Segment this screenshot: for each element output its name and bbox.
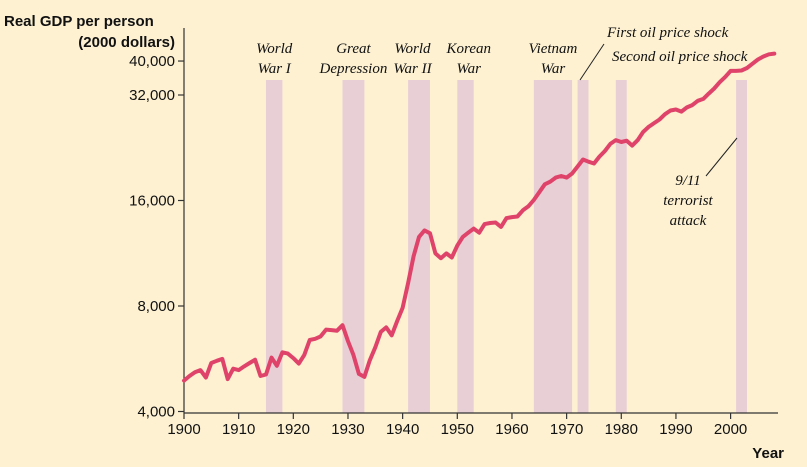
label-vietnam-war: Vietnam [529,41,578,57]
label-world-war-2: World [394,41,431,57]
y-axis-label-line-1: Real GDP per person [4,13,154,30]
event-band [457,80,474,413]
axes [183,28,778,414]
event-band [577,80,589,413]
x-tick-label: 1980 [605,421,638,438]
label-korean-war: War [457,61,482,77]
label-world-war-1: War I [258,61,292,77]
event-bands [265,80,747,413]
annotations: World War I Great Depression World War II Kore… [256,25,748,229]
label-second-oil-shock: Second oil price shock [612,49,748,65]
label-9-11: terrorist [663,193,713,209]
y-tick-label: 4,000 [137,404,175,421]
x-tick-label: 1950 [441,421,474,438]
event-band [533,80,573,413]
label-great-depression: Depression [319,61,388,77]
event-band [736,80,747,413]
x-tick-label: 1940 [386,421,419,438]
x-tick-label: 1960 [495,421,528,438]
y-tick-label: 40,000 [129,53,175,70]
x-tick-label: 1970 [550,421,583,438]
y-tick-label: 8,000 [137,298,175,315]
x-axis-label: Year [752,445,784,462]
event-band [265,80,283,413]
event-band [342,80,365,413]
label-world-war-2: War II [393,61,432,77]
event-band [615,80,627,413]
x-tick-label: 1910 [222,421,255,438]
y-tick-label: 32,000 [129,87,175,104]
series-line-gdp [182,51,777,383]
y-tick-label: 16,000 [129,193,175,210]
event-band [408,80,430,413]
y-ticks: 4,000 8,000 16,000 32,000 40,000 [129,53,184,421]
label-vietnam-war: War [541,61,566,77]
label-great-depression: Great [336,41,371,57]
x-tick-label: 1930 [331,421,364,438]
leader-9-11 [705,137,738,177]
x-tick-label: 1990 [659,421,692,438]
label-world-war-1: World [256,41,293,57]
x-tick-label: 1920 [277,421,310,438]
label-9-11: attack [670,213,707,229]
x-tick-label: 2000 [714,421,747,438]
label-9-11: 9/11 [675,173,701,189]
leader-first-oil-shock [579,43,605,81]
y-axis-label-line-2: (2000 dollars) [78,34,175,51]
x-ticks: 1900 1910 1920 1930 1940 1950 1960 1970 1980 1990… [167,413,747,438]
label-first-oil-shock: First oil price shock [606,25,729,41]
x-tick-label: 1900 [167,421,200,438]
label-korean-war: Korean [446,41,491,57]
